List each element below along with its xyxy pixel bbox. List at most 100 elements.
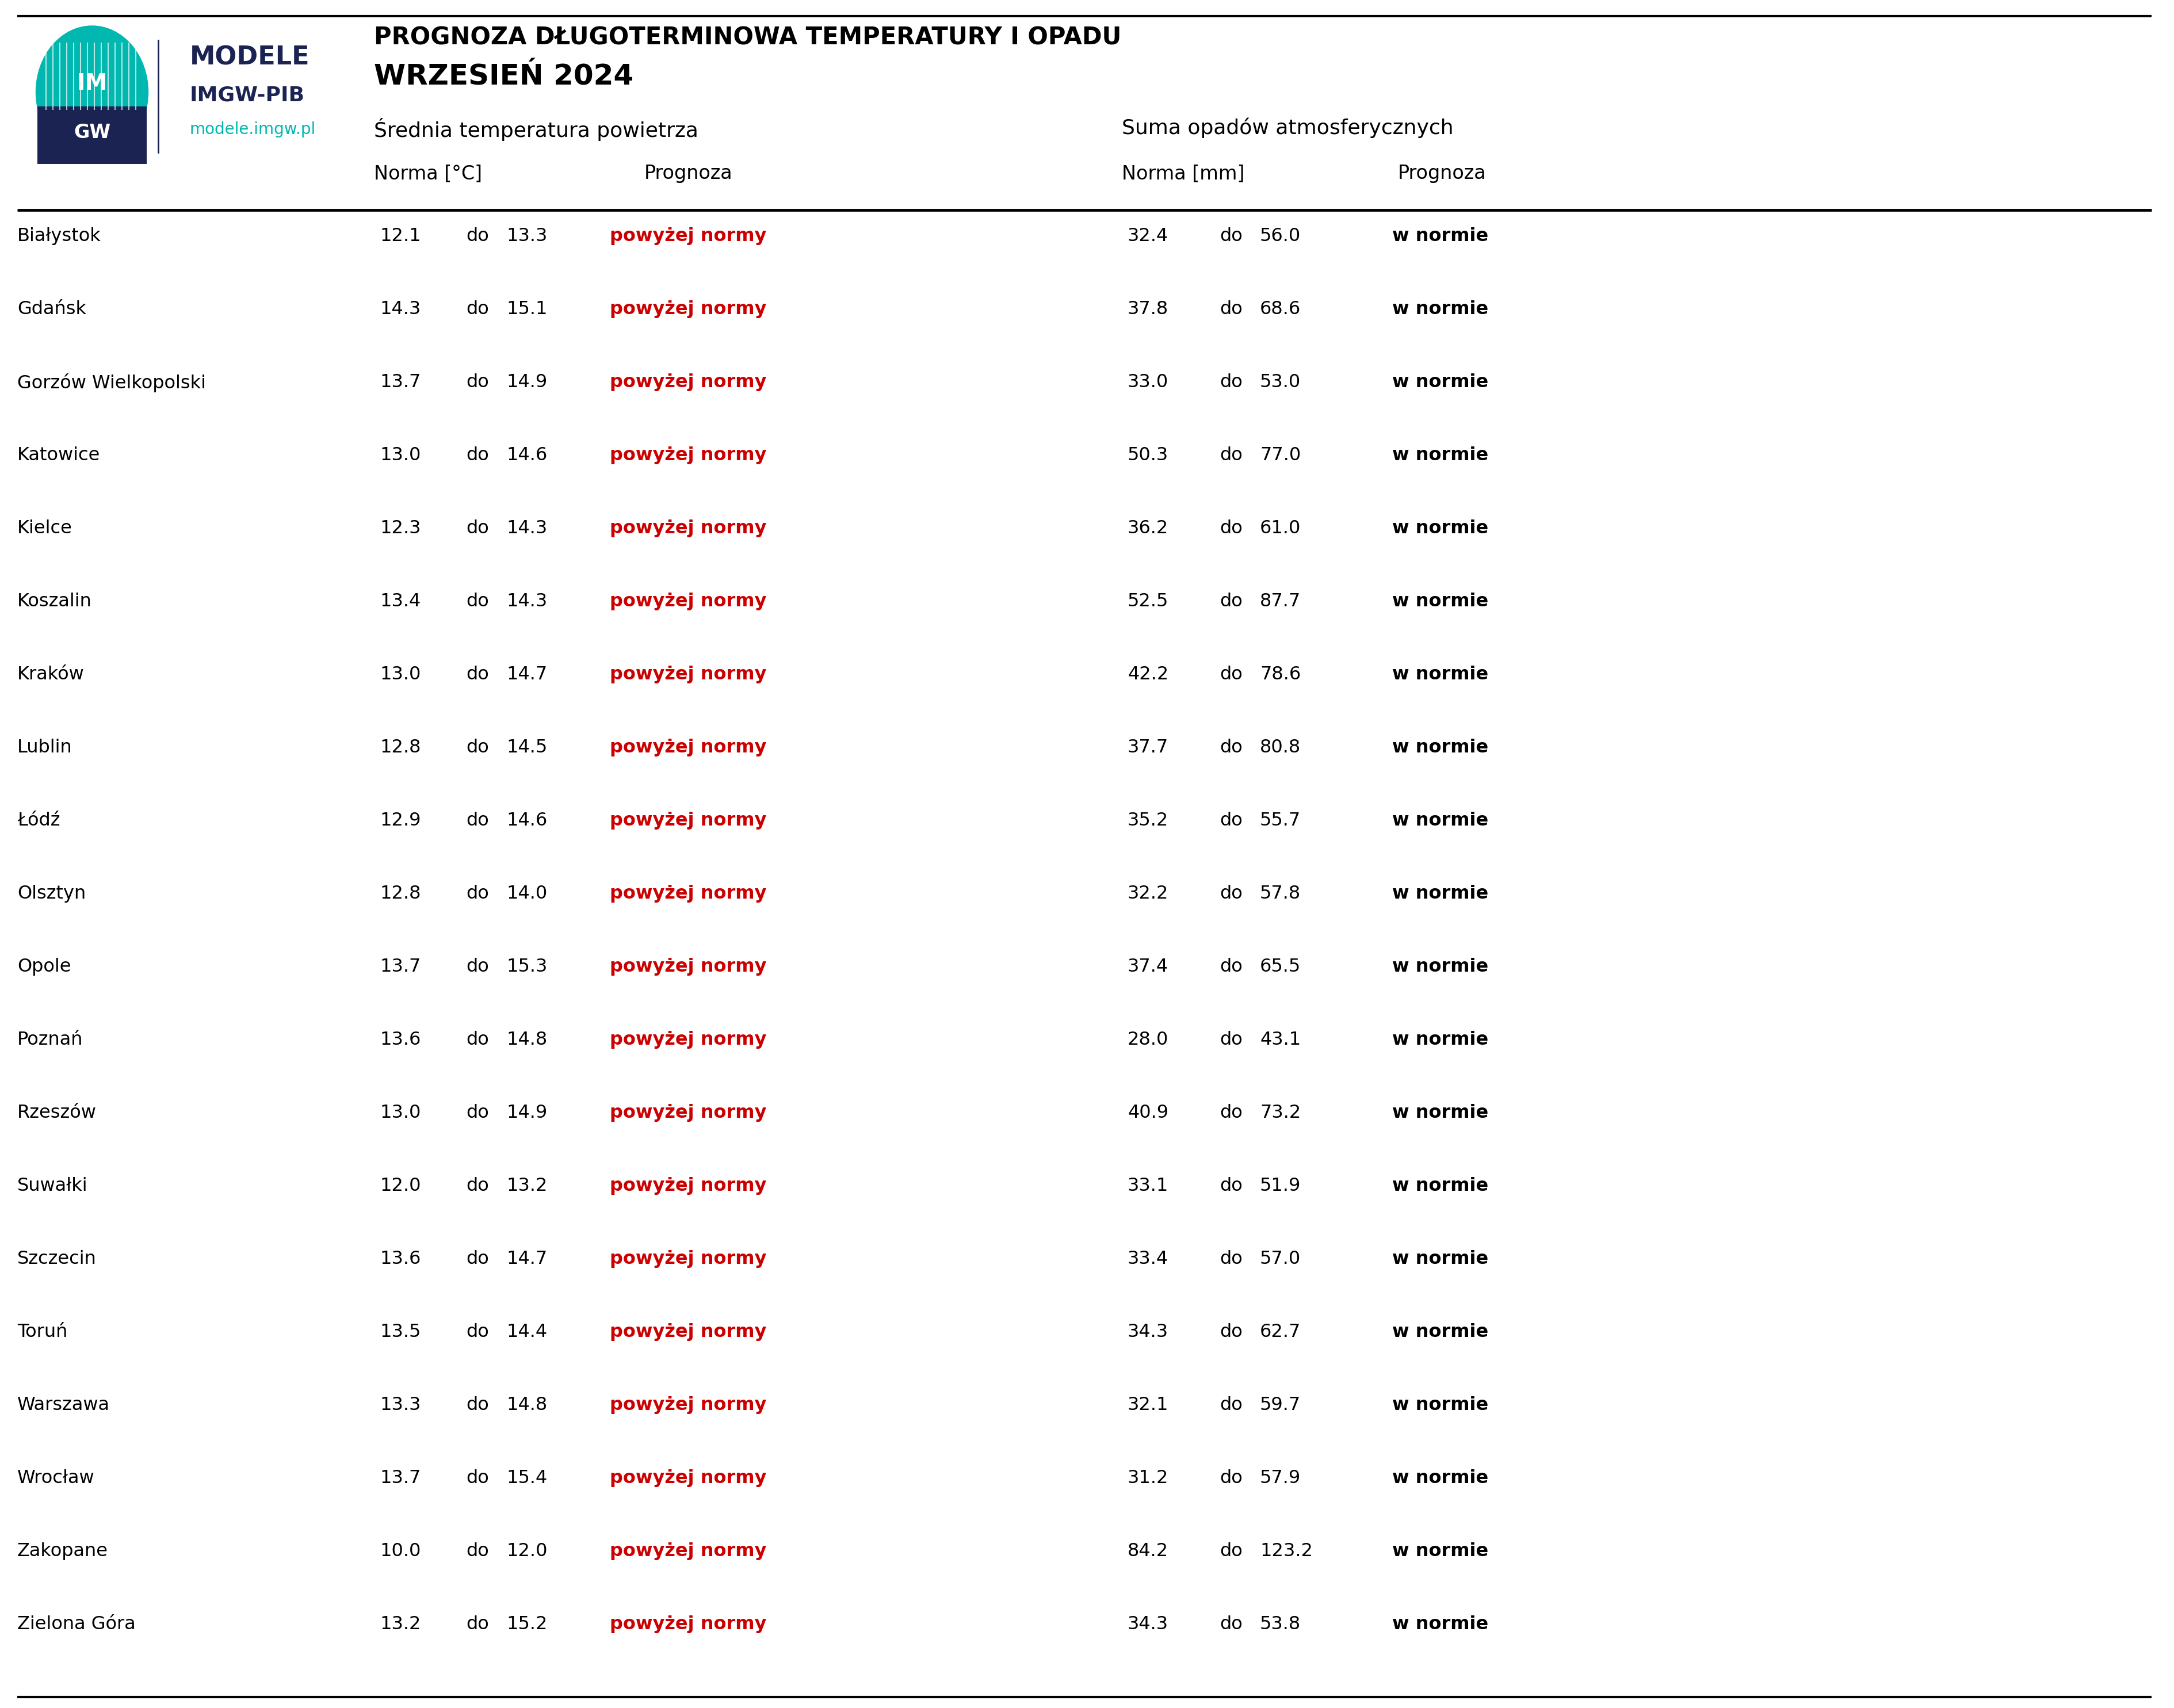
Text: 33.1: 33.1 [1128, 1177, 1167, 1196]
Text: do: do [1220, 1177, 1241, 1196]
Text: powyżej normy: powyżej normy [609, 1542, 765, 1559]
Text: do: do [465, 811, 489, 830]
Text: Kielce: Kielce [17, 519, 72, 538]
Text: w normie: w normie [1391, 446, 1487, 465]
Text: Prognoza: Prognoza [644, 164, 733, 183]
Text: 14.8: 14.8 [507, 1395, 548, 1414]
Text: do: do [1220, 885, 1241, 902]
Text: do: do [465, 1469, 489, 1488]
Text: powyżej normy: powyżej normy [609, 1395, 765, 1414]
Text: 37.4: 37.4 [1128, 958, 1167, 975]
Text: 13.3: 13.3 [380, 1395, 420, 1414]
Text: 78.6: 78.6 [1259, 666, 1300, 683]
Text: 59.7: 59.7 [1259, 1395, 1300, 1414]
Text: PROGNOZA DŁUGOTERMINOWA TEMPERATURY I OPADU: PROGNOZA DŁUGOTERMINOWA TEMPERATURY I OP… [374, 26, 1122, 50]
Text: w normie: w normie [1391, 811, 1487, 830]
Text: 87.7: 87.7 [1259, 593, 1300, 610]
Text: Toruń: Toruń [17, 1324, 67, 1341]
Text: 12.8: 12.8 [380, 738, 422, 757]
Text: 14.3: 14.3 [507, 519, 548, 538]
Text: Zakopane: Zakopane [17, 1542, 109, 1559]
Text: w normie: w normie [1391, 593, 1487, 610]
Text: do: do [465, 885, 489, 902]
Text: 36.2: 36.2 [1128, 519, 1167, 538]
Text: Suwałki: Suwałki [17, 1177, 87, 1196]
Text: 13.3: 13.3 [507, 227, 548, 244]
Text: IMGW-PIB: IMGW-PIB [189, 85, 304, 104]
Text: w normie: w normie [1391, 374, 1487, 391]
Text: powyżej normy: powyżej normy [609, 519, 765, 538]
Text: powyżej normy: powyżej normy [609, 301, 765, 318]
Text: 10.0: 10.0 [380, 1542, 420, 1559]
Text: 50.3: 50.3 [1128, 446, 1167, 465]
Text: w normie: w normie [1391, 1103, 1487, 1122]
Text: 57.9: 57.9 [1259, 1469, 1300, 1488]
Text: powyżej normy: powyżej normy [609, 446, 765, 465]
Text: Norma [mm]: Norma [mm] [1122, 164, 1244, 183]
Text: do: do [465, 1250, 489, 1267]
Text: do: do [465, 1616, 489, 1633]
Text: 14.7: 14.7 [507, 666, 548, 683]
Text: 14.4: 14.4 [507, 1324, 548, 1341]
Text: powyżej normy: powyżej normy [609, 374, 765, 391]
Text: 13.2: 13.2 [380, 1616, 422, 1633]
Text: Katowice: Katowice [17, 446, 100, 465]
Text: 65.5: 65.5 [1259, 958, 1300, 975]
Text: 12.3: 12.3 [380, 519, 422, 538]
Text: 34.3: 34.3 [1128, 1324, 1167, 1341]
Text: Kraków: Kraków [17, 666, 85, 683]
Text: 84.2: 84.2 [1128, 1542, 1167, 1559]
Text: do: do [465, 446, 489, 465]
Text: 14.8: 14.8 [507, 1032, 548, 1049]
Text: do: do [465, 301, 489, 318]
Text: powyżej normy: powyżej normy [609, 1103, 765, 1122]
FancyBboxPatch shape [37, 106, 146, 164]
Text: 51.9: 51.9 [1259, 1177, 1300, 1196]
Text: do: do [1220, 227, 1241, 244]
Text: do: do [465, 1103, 489, 1122]
Text: do: do [1220, 1616, 1241, 1633]
Text: do: do [465, 958, 489, 975]
Text: do: do [465, 593, 489, 610]
Text: powyżej normy: powyżej normy [609, 666, 765, 683]
Text: 61.0: 61.0 [1259, 519, 1300, 538]
Text: 55.7: 55.7 [1259, 811, 1300, 830]
Text: w normie: w normie [1391, 1542, 1487, 1559]
Text: do: do [465, 374, 489, 391]
Text: Prognoza: Prognoza [1398, 164, 1485, 183]
Text: powyżej normy: powyżej normy [609, 593, 765, 610]
Text: Rzeszów: Rzeszów [17, 1103, 96, 1122]
Text: do: do [1220, 1103, 1241, 1122]
Text: w normie: w normie [1391, 301, 1487, 318]
Text: do: do [1220, 811, 1241, 830]
Text: 37.8: 37.8 [1128, 301, 1167, 318]
Text: 57.8: 57.8 [1259, 885, 1300, 902]
Text: modele.imgw.pl: modele.imgw.pl [189, 121, 315, 137]
Text: 73.2: 73.2 [1259, 1103, 1300, 1122]
Text: powyżej normy: powyżej normy [609, 227, 765, 244]
Text: do: do [465, 1395, 489, 1414]
Text: w normie: w normie [1391, 885, 1487, 902]
Text: w normie: w normie [1391, 1324, 1487, 1341]
Text: 13.7: 13.7 [380, 1469, 420, 1488]
Text: do: do [1220, 1250, 1241, 1267]
Text: 14.6: 14.6 [507, 811, 548, 830]
Text: 40.9: 40.9 [1128, 1103, 1167, 1122]
Text: Zielona Góra: Zielona Góra [17, 1616, 135, 1633]
Text: 80.8: 80.8 [1259, 738, 1300, 757]
Text: IM: IM [76, 72, 107, 94]
Text: do: do [465, 1032, 489, 1049]
Text: w normie: w normie [1391, 1032, 1487, 1049]
Text: w normie: w normie [1391, 1469, 1487, 1488]
Text: 12.8: 12.8 [380, 885, 422, 902]
Text: 12.0: 12.0 [380, 1177, 422, 1196]
Text: powyżej normy: powyżej normy [609, 885, 765, 902]
Text: do: do [465, 227, 489, 244]
Text: do: do [1220, 446, 1241, 465]
Text: Wrocław: Wrocław [17, 1469, 96, 1488]
Text: Łódź: Łódź [17, 811, 61, 830]
Text: do: do [1220, 519, 1241, 538]
Text: 32.4: 32.4 [1128, 227, 1167, 244]
Text: 33.4: 33.4 [1128, 1250, 1167, 1267]
Text: 14.5: 14.5 [507, 738, 548, 757]
